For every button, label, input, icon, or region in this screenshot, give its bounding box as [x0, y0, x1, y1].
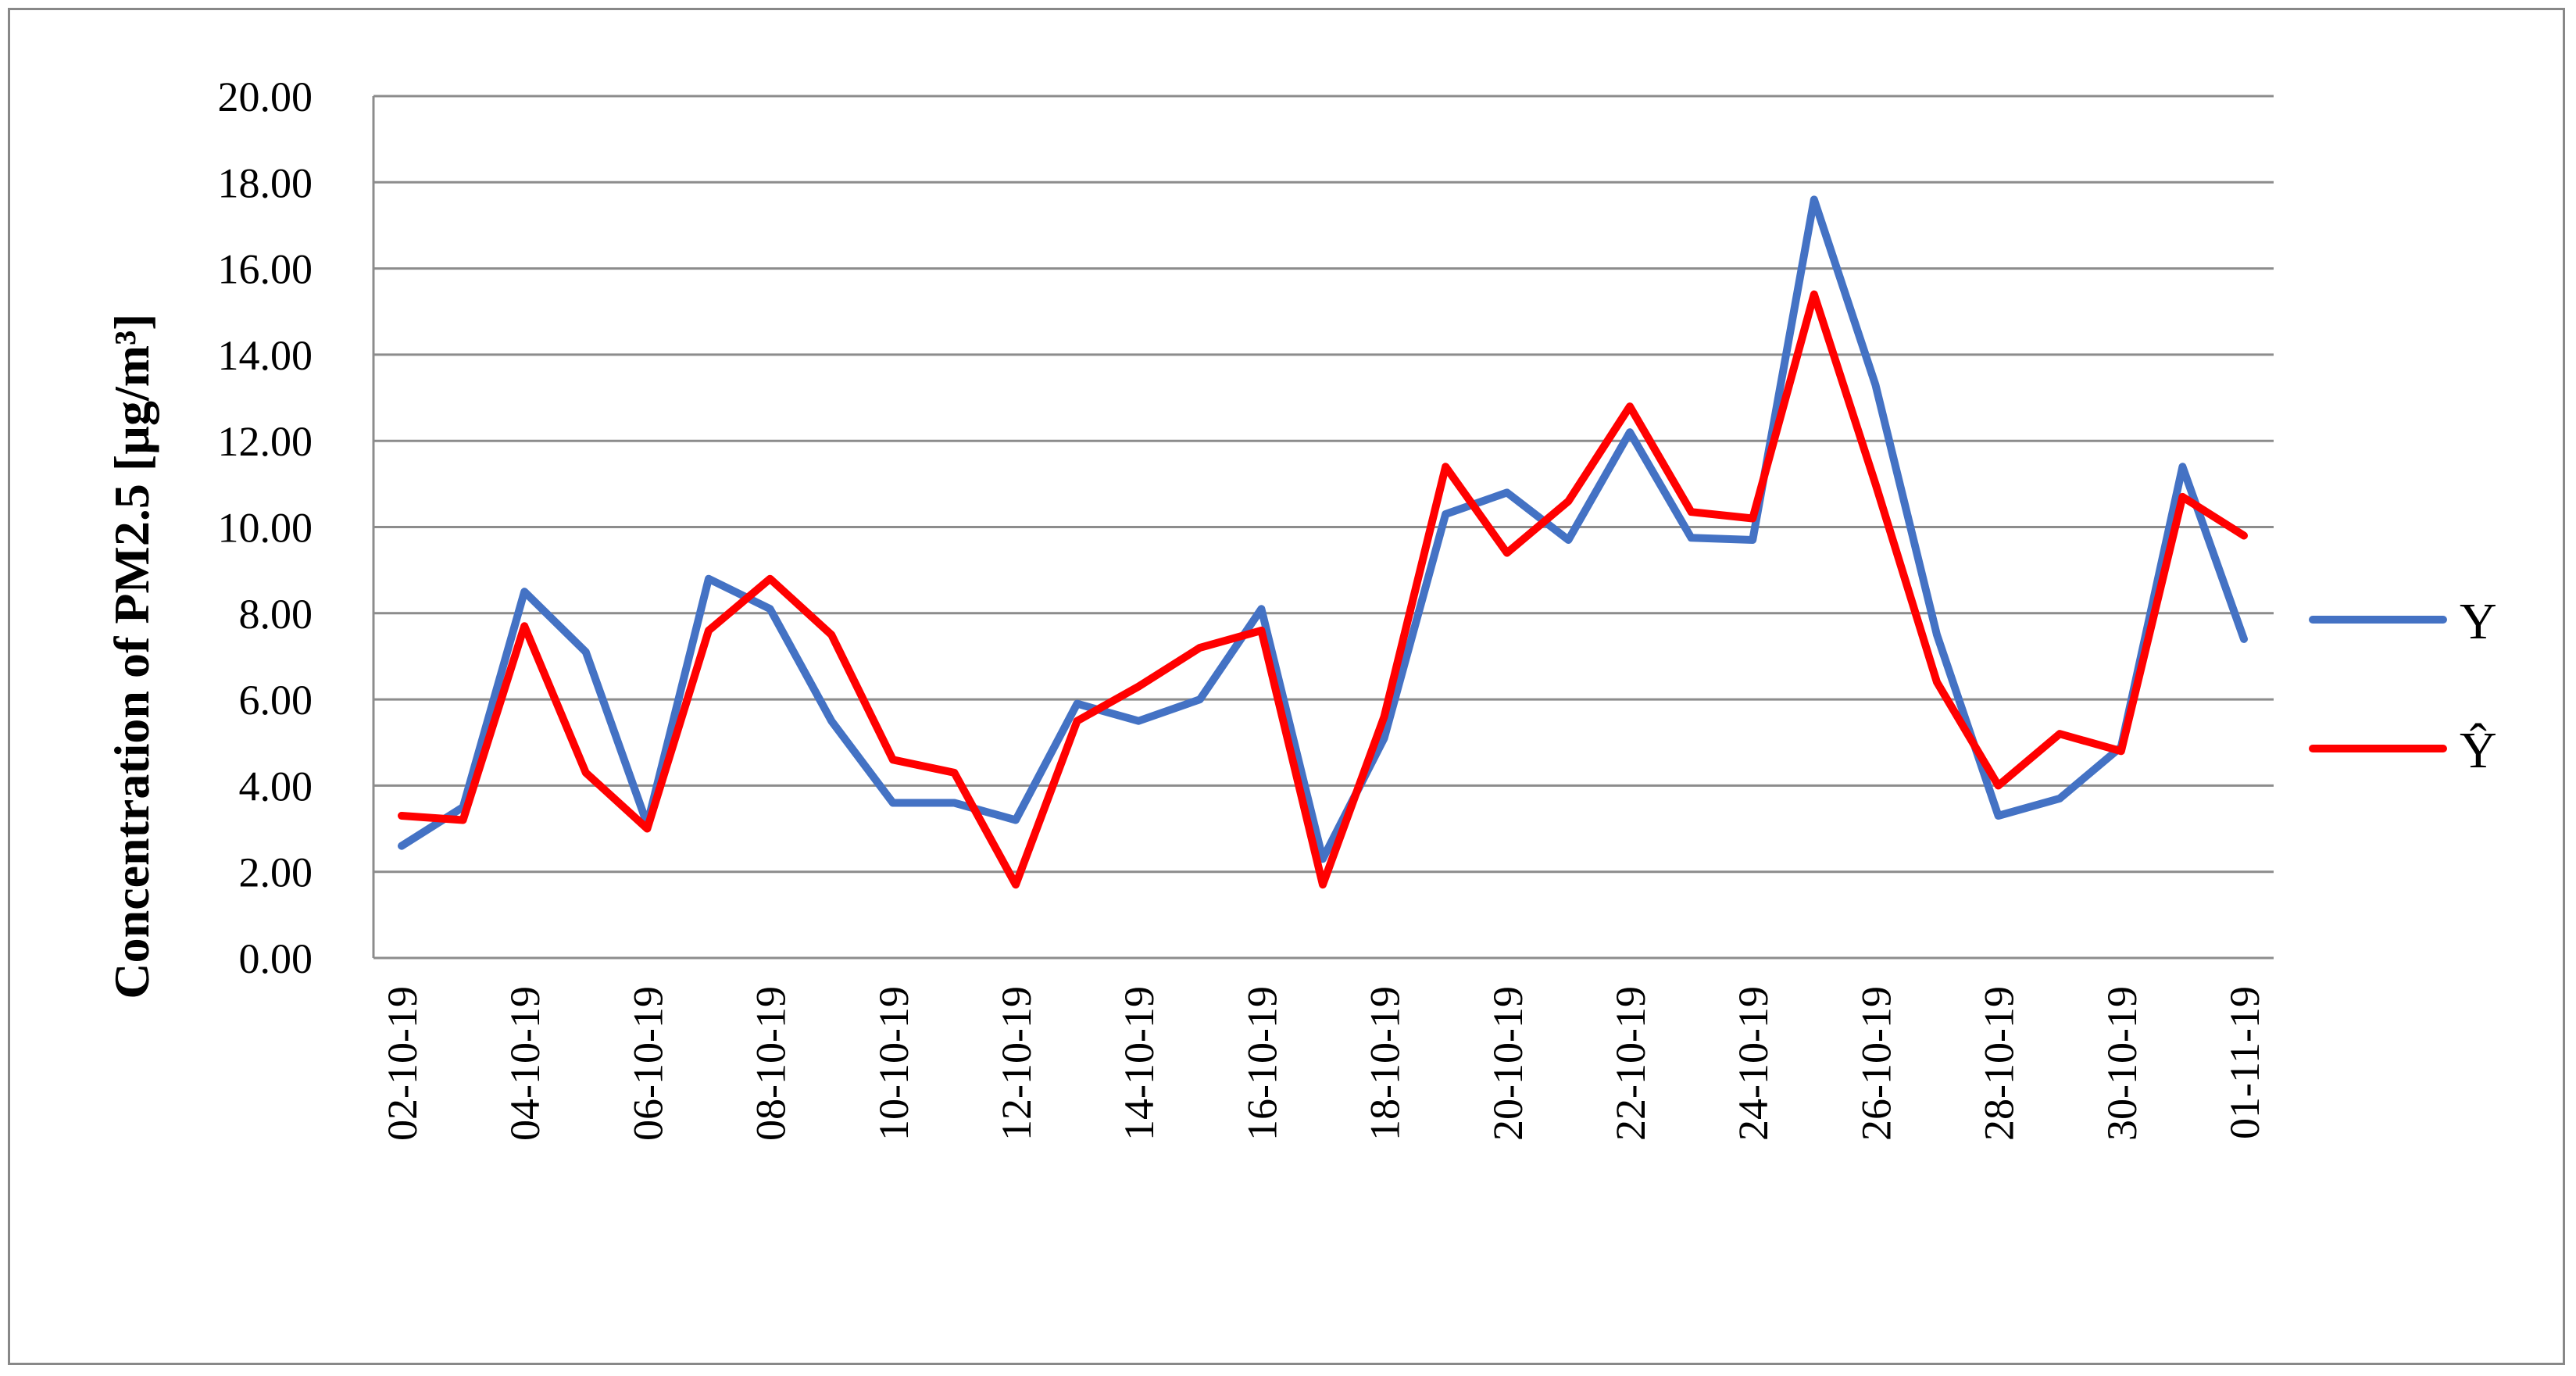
x-axis-ticks: 02-10-19 04-10-19 06-10-19 08-10-19 10-10-19…	[379, 986, 2268, 1141]
y-tick-label: 10.00	[218, 505, 313, 552]
x-tick-label: 08-10-19	[748, 986, 795, 1141]
chart-frame	[8, 8, 2565, 1365]
y-axis-ticks: 0.00 2.00 4.00 6.00 8.00 10.00 12.00 14.00 16.00…	[218, 73, 313, 982]
x-tick-label: 04-10-19	[502, 986, 548, 1141]
x-tick-label: 30-10-19	[2099, 986, 2145, 1141]
series-lines	[398, 195, 2248, 889]
y-tick-label: 16.00	[218, 246, 313, 293]
y-axis-label: Concentration of PM2.5 [µg/m³]	[104, 313, 159, 999]
y-tick-label: 18.00	[218, 159, 313, 206]
x-tick-label: 02-10-19	[379, 986, 426, 1141]
y-tick-label: 6.00	[239, 677, 313, 724]
grid-lines	[372, 95, 2274, 960]
x-tick-label: 14-10-19	[1116, 986, 1163, 1141]
legend: YŶ	[2309, 593, 2497, 779]
x-tick-label: 01-11-19	[2221, 986, 2268, 1139]
x-tick-label: 24-10-19	[1730, 986, 1777, 1141]
y-tick-label: 14.00	[218, 332, 313, 379]
x-tick-label: 12-10-19	[993, 986, 1040, 1141]
x-tick-label: 18-10-19	[1362, 986, 1409, 1141]
x-tick-label: 28-10-19	[1976, 986, 2023, 1141]
x-tick-label: 26-10-19	[1853, 986, 1899, 1141]
legend-label-1: Ŷ	[2460, 722, 2497, 779]
legend-label-0: Y	[2460, 593, 2497, 650]
y-tick-label: 0.00	[239, 935, 313, 982]
x-tick-label: 16-10-19	[1238, 986, 1285, 1141]
series-line-0	[398, 195, 2248, 863]
x-tick-label: 06-10-19	[624, 986, 671, 1141]
y-tick-label: 4.00	[239, 763, 313, 810]
y-tick-label: 20.00	[218, 73, 313, 120]
x-tick-label: 20-10-19	[1485, 986, 1531, 1141]
y-tick-label: 8.00	[239, 591, 313, 638]
x-tick-label: 10-10-19	[870, 986, 917, 1141]
y-tick-label: 2.00	[239, 849, 313, 896]
y-tick-label: 12.00	[218, 418, 313, 465]
series-line-1	[398, 290, 2248, 889]
x-tick-label: 22-10-19	[1607, 986, 1654, 1141]
